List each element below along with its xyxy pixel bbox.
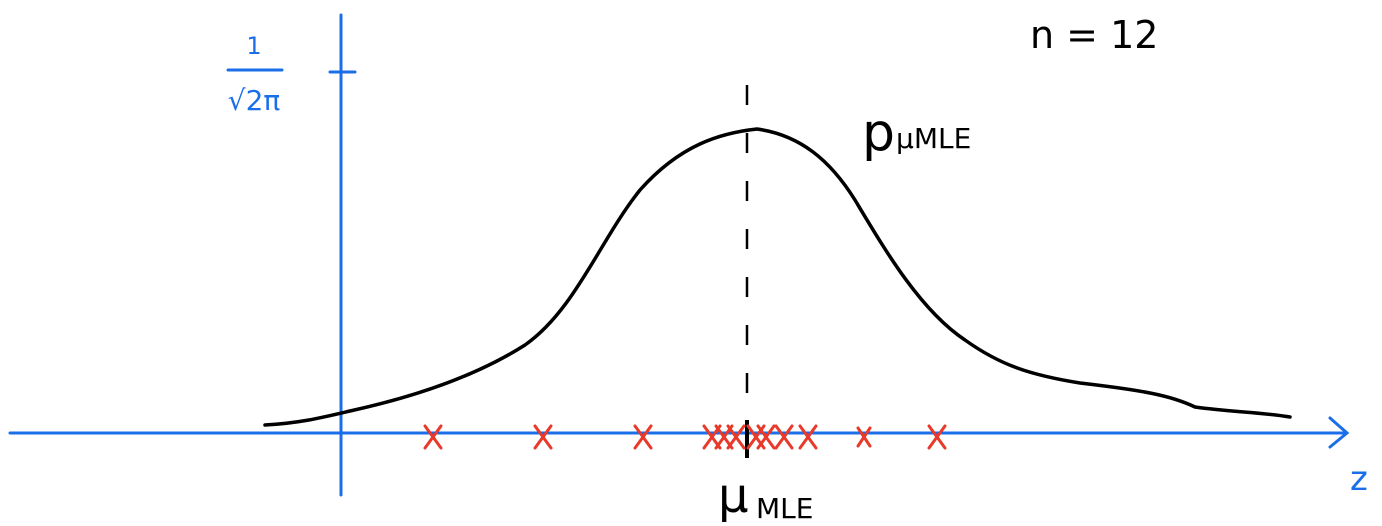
x-axis-label: z <box>1350 459 1368 499</box>
sample <box>776 426 792 448</box>
sample <box>425 426 441 448</box>
sample <box>728 426 744 448</box>
mean-label: μ <box>718 468 749 524</box>
y-tick-denominator: √2π <box>228 84 281 117</box>
sample <box>635 426 651 448</box>
sample <box>929 426 945 448</box>
samples <box>425 426 945 448</box>
curve-label-subscript: μMLE <box>896 122 971 155</box>
sample <box>858 428 870 446</box>
sample <box>758 426 774 448</box>
mean-label-subscript: MLE <box>756 492 813 525</box>
y-tick-numerator: 1 <box>246 32 261 60</box>
sample <box>535 426 551 448</box>
curve-label: p <box>862 103 895 163</box>
sample <box>800 426 816 448</box>
density-curve <box>265 129 1290 425</box>
sample-size: n = 12 <box>1030 13 1158 57</box>
diagram: 1 √2π n = 12 p μMLE μ MLE z <box>0 0 1382 526</box>
